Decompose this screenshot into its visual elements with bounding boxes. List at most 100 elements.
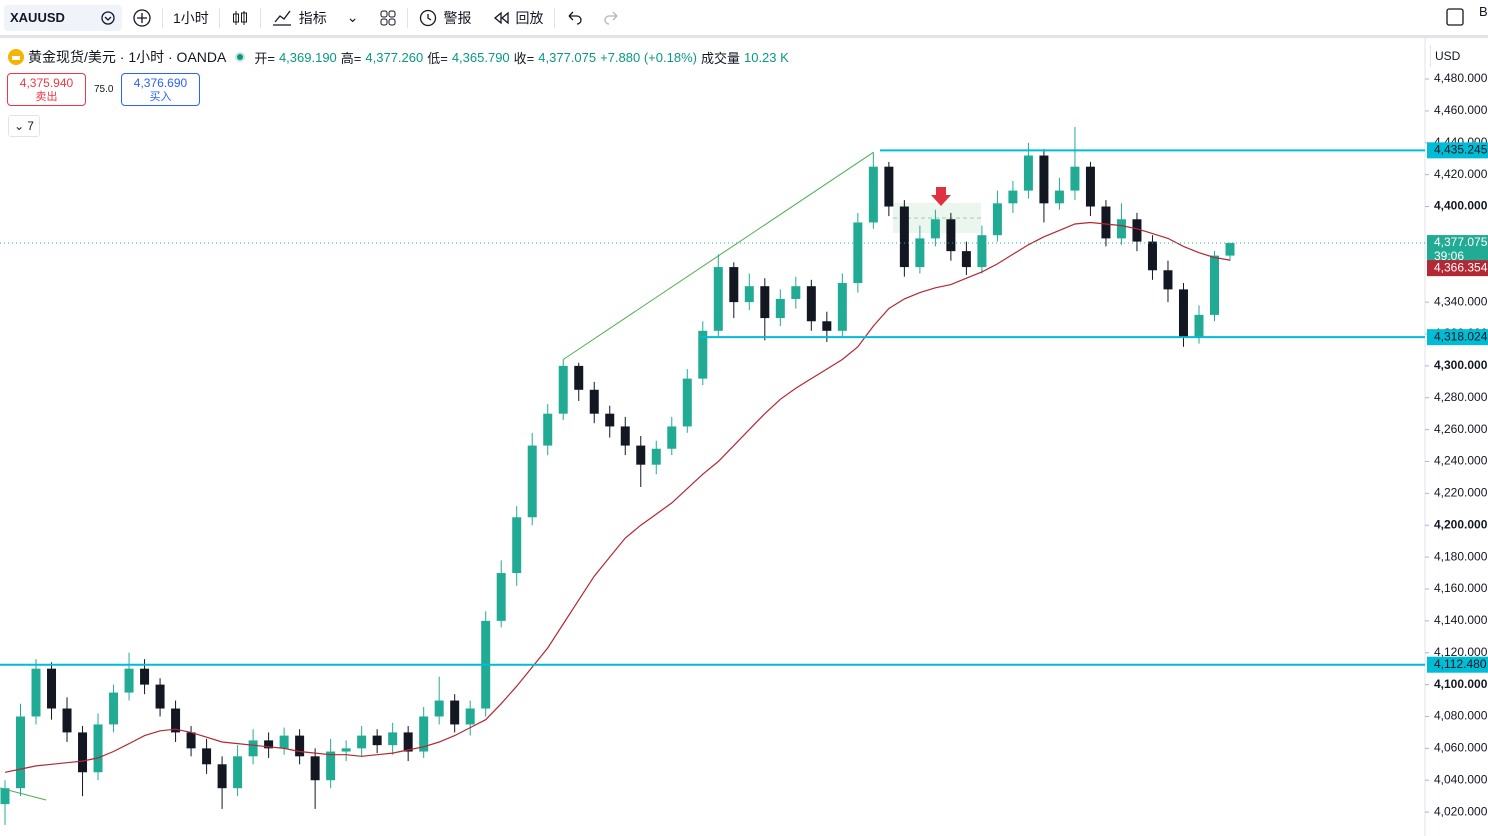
y-tick-label: 4,480.000 [1434, 71, 1488, 85]
candle-body [310, 756, 320, 781]
y-tick-label: 4,120.000 [1434, 645, 1488, 659]
spread: 75.0 [94, 84, 114, 95]
y-tick-label: 4,340.000 [1434, 294, 1488, 308]
y-tick-label: 4,460.000 [1434, 103, 1488, 117]
indicator-toggle[interactable]: ⌄ 7 [8, 115, 40, 137]
last-price-label: 4,377.075 [1434, 235, 1488, 249]
candle-body [0, 788, 10, 805]
candle-body [465, 708, 475, 725]
candle-body [1209, 255, 1219, 315]
y-tick-label: 4,300.000 [1434, 358, 1488, 372]
candle-body [171, 708, 181, 733]
candle-body [403, 732, 413, 752]
y-tick-label: 4,040.000 [1434, 772, 1488, 786]
currency-select[interactable]: USD [1430, 45, 1488, 67]
y-tick-label: 4,020.000 [1434, 804, 1488, 818]
cut-label: B [1479, 4, 1488, 19]
sell-button[interactable]: 4,375.940 卖出 [7, 73, 86, 106]
separator [406, 7, 408, 28]
volume-label: 成交量 [700, 50, 740, 66]
level-label-bg [1427, 142, 1488, 159]
y-tick-label: 4,200.000 [1434, 517, 1488, 531]
buy-label: 买入 [149, 91, 172, 103]
symbol: XAUUSD [10, 10, 65, 25]
fullscreen-button[interactable] [1446, 8, 1464, 29]
candle-body [853, 222, 863, 284]
candle-body [357, 735, 367, 749]
candle-body [295, 735, 305, 757]
countdown: 39:06 [1434, 249, 1464, 263]
volume-value: 10.23 K [743, 49, 789, 65]
symbol-logo [8, 49, 24, 65]
candle-body [326, 751, 336, 781]
layouts-button[interactable] [369, 0, 407, 35]
candle-body [1085, 166, 1095, 207]
candle-body [233, 756, 243, 789]
y-tick-label: 4,180.000 [1434, 549, 1488, 563]
buy-button[interactable]: 4,376.690 买入 [121, 73, 200, 106]
candle-body [1054, 190, 1064, 204]
legend-title: 黄金现货/美元 · 1小时 · OANDA [28, 49, 227, 65]
candle-body [667, 426, 677, 449]
candle-body [341, 748, 351, 752]
y-tick-label: 4,080.000 [1434, 709, 1488, 723]
candle-body [372, 735, 382, 746]
indicator-icon [272, 10, 291, 26]
low-label: 低= [427, 50, 448, 66]
candle-body [109, 692, 119, 725]
add-symbol[interactable] [122, 0, 162, 35]
y-tick-label: 4,260.000 [1434, 422, 1488, 436]
open-value: 4,369.190 [278, 49, 337, 65]
candle-body [388, 732, 398, 746]
candle-body [1163, 270, 1173, 290]
candle-body [899, 206, 909, 268]
legend: 黄金现货/美元 · 1小时 · OANDA 开= 4,369.190 高= 4,37… [8, 47, 789, 67]
chart-type-button[interactable] [220, 0, 260, 35]
symbol-search[interactable]: XAUUSD [4, 4, 122, 31]
close-value: 4,377.075 [538, 49, 597, 65]
y-tick-label: 4,420.000 [1434, 167, 1488, 181]
candle-body [264, 740, 274, 749]
separator [218, 7, 220, 28]
redo-icon [603, 11, 617, 25]
candle-body [760, 286, 770, 319]
candle-body [543, 413, 553, 446]
candle-body [450, 700, 460, 725]
candle-body [496, 573, 506, 621]
y-tick-label: 4,240.000 [1434, 454, 1488, 468]
symbol-icon [101, 10, 115, 25]
interval-button[interactable]: 1小时 [163, 0, 219, 35]
moving-average [4, 221, 1231, 773]
replay-button[interactable]: 回放 [482, 0, 554, 35]
candle-body [915, 238, 925, 268]
candle-body [930, 219, 940, 239]
sell-price: 4,375.940 [19, 76, 74, 90]
alerts-button[interactable]: 警报 [408, 0, 482, 35]
y-tick-label: 4,060.000 [1434, 741, 1488, 755]
indicators-button[interactable]: 指标 ⌄ [261, 0, 369, 35]
plus-icon [133, 8, 151, 27]
caret: ⌄ [14, 119, 25, 133]
change-value: +7.880 (+0.18%) [600, 49, 697, 65]
currency: USD [1435, 49, 1461, 63]
candle-body [155, 684, 165, 709]
candle-body [186, 732, 196, 749]
candle-body [512, 517, 522, 574]
candle-body [434, 700, 444, 717]
candle-body [822, 321, 832, 331]
undo-button[interactable] [555, 0, 593, 35]
candle-body [605, 413, 615, 427]
level-label: 4,435.245 [1434, 143, 1488, 157]
candle-body [868, 166, 878, 223]
candle-body [202, 748, 212, 765]
candle-body [1225, 243, 1235, 256]
redo-button[interactable] [593, 0, 631, 35]
dropdown-caret: ⌄ [346, 9, 359, 25]
candle-body [124, 668, 134, 693]
buy-price: 4,376.690 [133, 76, 188, 90]
candle-body [682, 378, 692, 427]
candle-body [806, 286, 816, 322]
candle-body [93, 724, 103, 773]
separator [553, 7, 555, 28]
candle-body [217, 764, 227, 789]
